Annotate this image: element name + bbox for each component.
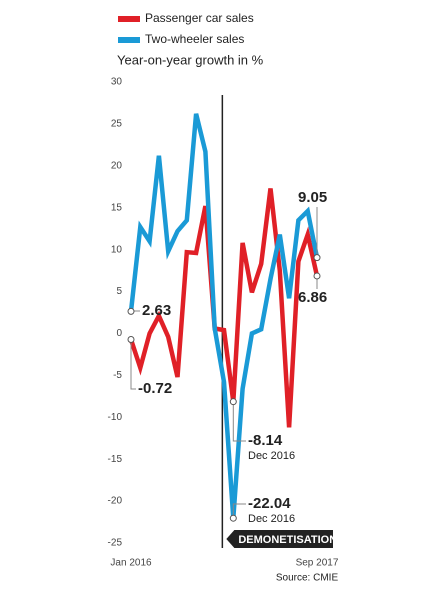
value-label: -0.72: [138, 380, 172, 397]
event-label: DEMONETISATION: [238, 534, 337, 546]
y-tick-label: 5: [116, 286, 122, 297]
legend-label: Passenger car sales: [145, 11, 254, 25]
point-marker: [314, 255, 320, 261]
point-marker: [128, 308, 134, 314]
value-label: 6.86: [298, 289, 327, 306]
value-label: 2.63: [142, 302, 171, 319]
point-marker: [314, 273, 320, 279]
x-tick-label: Jan 2016: [110, 558, 152, 569]
chart-title: Year-on-year growth in %: [117, 52, 264, 67]
y-tick-label: 20: [111, 160, 123, 171]
y-tick-label: 15: [111, 202, 123, 213]
y-tick-label: 30: [111, 77, 123, 88]
point-marker: [230, 399, 236, 405]
annotation: Dec 2016: [248, 513, 295, 525]
point-marker: [230, 515, 236, 521]
y-tick-label: -10: [108, 412, 123, 423]
point-marker: [128, 336, 134, 342]
y-tick-label: -5: [113, 370, 122, 381]
legend-swatch: [118, 37, 140, 43]
legend-label: Two-wheeler sales: [145, 32, 244, 46]
y-tick-label: 10: [111, 244, 123, 255]
value-label: -8.14: [248, 432, 283, 449]
y-tick-label: -20: [108, 496, 123, 507]
annotation: Dec 2016: [248, 450, 295, 462]
y-tick-label: -25: [108, 538, 123, 549]
y-tick-label: 0: [116, 328, 122, 339]
x-tick-label: Sep 2017: [296, 558, 339, 569]
y-tick-label: -15: [108, 454, 123, 465]
value-label: -22.04: [248, 495, 291, 512]
y-tick-label: 25: [111, 119, 123, 130]
value-label: 9.05: [298, 189, 327, 206]
legend-swatch: [118, 16, 140, 22]
source: Source: CMIE: [276, 573, 339, 584]
